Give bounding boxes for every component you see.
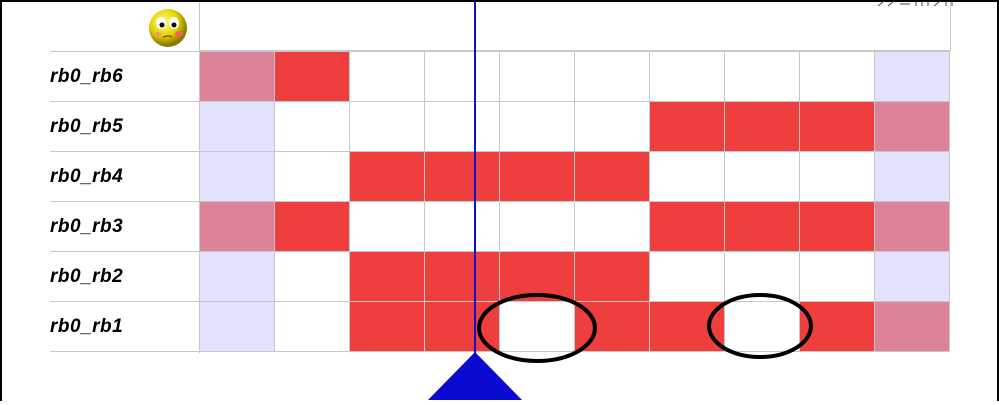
grid-cell[interactable] <box>575 202 650 252</box>
grid-cell[interactable] <box>875 102 950 152</box>
grid-cell[interactable] <box>200 302 275 352</box>
grid-cell[interactable] <box>200 102 275 152</box>
grid-cell[interactable] <box>350 52 425 102</box>
grid-cell[interactable] <box>500 52 575 102</box>
grid-cell[interactable] <box>425 152 500 202</box>
grid-cell[interactable] <box>350 252 425 302</box>
grid-cell[interactable] <box>725 202 800 252</box>
timeline-header <box>200 2 951 51</box>
grid-cell[interactable] <box>650 152 725 202</box>
grid-cell[interactable] <box>200 252 275 302</box>
grid-cell[interactable] <box>350 102 425 152</box>
grid-cell[interactable] <box>425 52 500 102</box>
grid-cell[interactable] <box>650 102 725 152</box>
row-label-rb0_rb6: rb0_rb6 <box>50 66 124 87</box>
row-label-rb0_rb1: rb0_rb1 <box>50 316 124 337</box>
playhead-marker[interactable] <box>428 352 522 400</box>
grid-cell[interactable] <box>575 102 650 152</box>
grid-cell[interactable] <box>275 302 350 352</box>
grid-cell[interactable] <box>425 202 500 252</box>
window-bottom-edge <box>0 401 999 405</box>
grid-cell[interactable] <box>725 302 800 352</box>
grid-cell[interactable] <box>200 202 275 252</box>
grid-cell[interactable] <box>350 152 425 202</box>
time-cursor-line[interactable] <box>474 2 476 354</box>
grid-cell[interactable] <box>425 102 500 152</box>
grid-cell[interactable] <box>875 152 950 202</box>
grid-cell[interactable] <box>275 152 350 202</box>
row-divider <box>50 151 200 152</box>
grid-cell[interactable] <box>800 102 875 152</box>
row-label-rb0_rb2: rb0_rb2 <box>50 266 124 287</box>
grid-cell[interactable] <box>800 252 875 302</box>
row-label-rb0_rb5: rb0_rb5 <box>50 116 124 137</box>
row-label-rb0_rb4: rb0_rb4 <box>50 166 124 187</box>
grid-cell[interactable] <box>800 152 875 202</box>
grid-cell[interactable] <box>275 102 350 152</box>
grid-cell[interactable] <box>800 202 875 252</box>
grid-cell[interactable] <box>875 302 950 352</box>
grid-cell[interactable] <box>500 202 575 252</box>
grid-cell[interactable] <box>875 202 950 252</box>
grid-cell[interactable] <box>575 252 650 302</box>
row-divider <box>50 351 200 352</box>
grid-cell[interactable] <box>275 252 350 302</box>
header-divider <box>50 51 950 52</box>
grid-cell[interactable] <box>725 52 800 102</box>
row-divider <box>50 101 200 102</box>
grid-cell[interactable] <box>500 152 575 202</box>
row-divider <box>50 201 200 202</box>
corner-artifact <box>877 0 953 7</box>
grid-cell[interactable] <box>425 252 500 302</box>
grid-cell[interactable] <box>275 202 350 252</box>
grid-cell[interactable] <box>875 52 950 102</box>
grid-cell[interactable] <box>875 252 950 302</box>
grid-cell[interactable] <box>650 302 725 352</box>
smiley-face-icon[interactable] <box>146 6 190 55</box>
grid-cell[interactable] <box>350 302 425 352</box>
row-divider <box>50 301 200 302</box>
grid-cell[interactable] <box>275 52 350 102</box>
grid-cell[interactable] <box>350 202 425 252</box>
grid-cell[interactable] <box>725 102 800 152</box>
grid-cell[interactable] <box>725 152 800 202</box>
annotation-ellipse-1 <box>477 293 597 363</box>
grid-left-border <box>199 2 200 353</box>
grid-cell[interactable] <box>575 152 650 202</box>
grid-cell[interactable] <box>575 52 650 102</box>
annotation-ellipse-2 <box>707 293 813 359</box>
grid-cell[interactable] <box>650 202 725 252</box>
grid-cell[interactable] <box>800 52 875 102</box>
row-label-rb0_rb3: rb0_rb3 <box>50 216 124 237</box>
row-divider <box>50 251 200 252</box>
grid-cell[interactable] <box>650 52 725 102</box>
grid-cell[interactable] <box>650 252 725 302</box>
grid-cell[interactable] <box>500 302 575 352</box>
grid-cell[interactable] <box>200 152 275 202</box>
grid-cell[interactable] <box>500 102 575 152</box>
grid-cell[interactable] <box>200 52 275 102</box>
